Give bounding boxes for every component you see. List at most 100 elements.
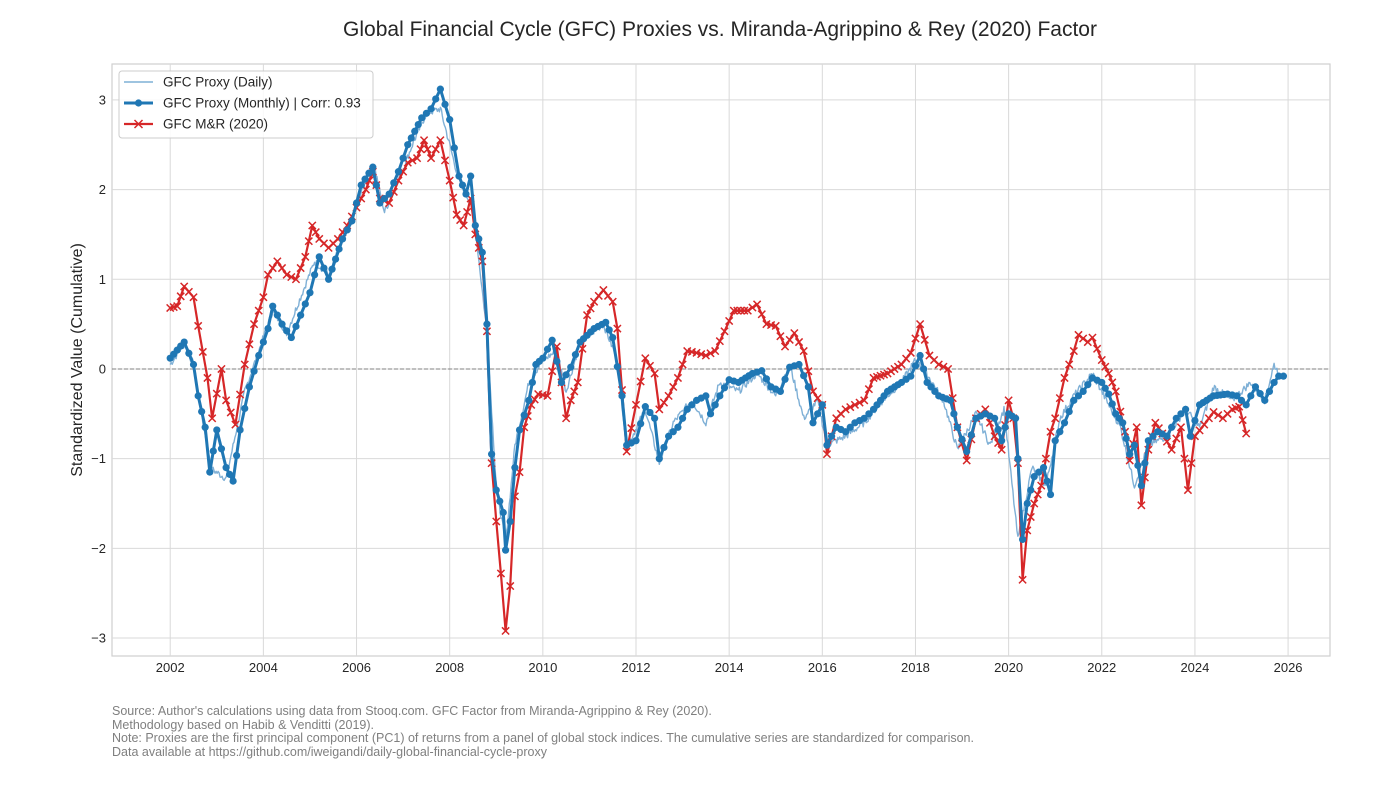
data-point: [1180, 454, 1189, 463]
data-point: [385, 190, 393, 198]
data-point: [1214, 411, 1223, 420]
legend-item-2: GFC M&R (2020): [124, 117, 268, 132]
data-point: [582, 311, 592, 320]
data-point: [711, 346, 720, 356]
data-point: [412, 154, 422, 163]
data-point: [264, 325, 272, 333]
y-tick-label: 2: [99, 182, 106, 197]
data-point: [296, 263, 305, 273]
data-point: [795, 360, 803, 369]
data-point: [706, 349, 715, 358]
data-point: [608, 297, 617, 306]
data-point: [800, 372, 808, 380]
data-point: [436, 85, 444, 93]
data-point: [1035, 468, 1043, 476]
data-point: [771, 321, 780, 331]
data-point: [1235, 402, 1244, 411]
series-1: [166, 85, 1288, 554]
x-tick-label: 2006: [342, 660, 371, 675]
data-point: [1037, 481, 1046, 490]
data-point: [586, 304, 595, 313]
data-point: [1101, 384, 1109, 392]
footnote-note: Note: Proxies are the first principal co…: [112, 731, 974, 745]
data-point: [208, 414, 217, 423]
data-point: [301, 300, 309, 308]
data-point: [906, 348, 915, 357]
data-point: [331, 255, 340, 263]
data-point: [201, 423, 209, 431]
data-point: [603, 291, 613, 300]
data-point: [254, 306, 263, 315]
data-point: [823, 441, 831, 449]
data-point: [752, 300, 762, 309]
data-point: [963, 447, 971, 456]
data-point: [231, 420, 240, 429]
data-point: [543, 345, 552, 353]
data-point: [1065, 360, 1074, 369]
data-point: [814, 410, 822, 418]
data-point: [235, 390, 245, 399]
data-point: [1030, 473, 1038, 481]
data-point: [548, 336, 556, 344]
data-point: [636, 377, 645, 386]
data-point: [407, 134, 415, 142]
data-point: [450, 144, 458, 152]
data-point: [1126, 450, 1134, 458]
x-tick-label: 2002: [156, 660, 185, 675]
data-point: [557, 378, 566, 387]
data-point: [715, 337, 724, 346]
data-point: [414, 120, 422, 129]
data-point: [463, 207, 472, 217]
data-point: [530, 395, 539, 404]
data-point: [315, 253, 323, 261]
data-point: [282, 270, 291, 279]
data-point: [669, 382, 678, 392]
data-point: [934, 360, 943, 369]
data-point: [720, 327, 729, 336]
data-point: [478, 248, 486, 256]
legend-marker: [133, 119, 144, 129]
data-point: [1172, 434, 1181, 443]
data-point: [1167, 445, 1176, 454]
data-point: [1247, 392, 1255, 400]
data-point: [781, 375, 789, 383]
data-point: [953, 423, 961, 431]
data-point: [422, 109, 430, 117]
data-point: [841, 428, 850, 436]
data-point: [297, 311, 305, 319]
data-point: [496, 569, 506, 578]
data-point: [273, 311, 281, 319]
data-point: [1144, 437, 1152, 445]
y-tick-label: −3: [91, 631, 106, 646]
data-point: [548, 367, 557, 376]
data-point: [506, 581, 515, 591]
data-point: [650, 369, 659, 378]
data-point: [221, 396, 231, 405]
data-point: [743, 306, 752, 315]
data-point: [1172, 414, 1180, 422]
data-point: [567, 363, 575, 371]
data-point: [994, 425, 1002, 434]
data-point: [916, 351, 924, 360]
data-point: [245, 383, 254, 391]
data-point: [1186, 432, 1194, 440]
data-point: [1046, 427, 1055, 436]
data-point: [1187, 459, 1196, 468]
data-point: [780, 342, 790, 351]
data-point: [1183, 485, 1193, 495]
data-point: [1195, 426, 1204, 435]
data-point: [423, 145, 432, 154]
x-tick-label: 2008: [435, 660, 464, 675]
data-point: [1168, 423, 1176, 431]
data-point: [998, 437, 1006, 445]
data-point: [287, 272, 296, 282]
x-tick-label: 2010: [528, 660, 557, 675]
data-point: [706, 410, 715, 418]
data-point: [897, 360, 906, 369]
data-point: [380, 194, 389, 203]
data-point: [651, 414, 659, 422]
data-point: [907, 372, 915, 380]
y-tick-label: 3: [99, 92, 106, 107]
data-point: [492, 517, 501, 526]
